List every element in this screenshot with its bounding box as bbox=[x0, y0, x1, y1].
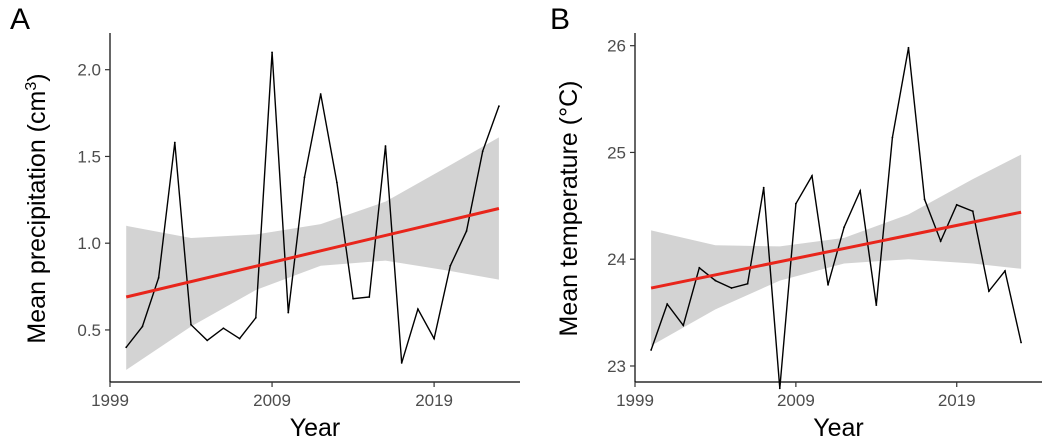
data-point bbox=[157, 277, 160, 279]
data-point bbox=[319, 93, 322, 95]
y-tick-label: 2.0 bbox=[77, 61, 101, 80]
x-tick-label: 1999 bbox=[91, 391, 129, 410]
data-point bbox=[481, 150, 484, 153]
data-point bbox=[955, 203, 958, 206]
chart-panel-b: 1999 2009 2019 23 24 25 26 B Year Mean temperatur… bbox=[550, 3, 1042, 442]
data-point bbox=[1004, 270, 1006, 272]
data-point bbox=[907, 46, 910, 49]
data-point bbox=[666, 303, 669, 305]
panel-letter: B bbox=[550, 3, 570, 36]
data-point bbox=[762, 186, 765, 189]
y-axis-title: Mean precipitation (cm3) bbox=[23, 73, 51, 343]
data-point bbox=[206, 339, 209, 342]
y-tick-label: 24 bbox=[607, 250, 626, 269]
data-point bbox=[417, 308, 419, 311]
data-point bbox=[794, 202, 797, 205]
y-tick-label: 26 bbox=[607, 37, 626, 56]
panel-letter: A bbox=[10, 3, 30, 36]
y-tick-label: 23 bbox=[607, 357, 626, 376]
data-point bbox=[746, 282, 749, 285]
x-tick-label: 2009 bbox=[777, 391, 815, 410]
x-tick-label: 2009 bbox=[253, 391, 291, 410]
data-point bbox=[714, 279, 717, 282]
x-tick-label: 2019 bbox=[938, 391, 976, 410]
data-point bbox=[827, 283, 829, 286]
data-point bbox=[173, 141, 176, 144]
data-point bbox=[971, 210, 974, 213]
x-axis-title: Year bbox=[290, 414, 341, 442]
data-point bbox=[843, 226, 846, 229]
data-point bbox=[650, 349, 652, 351]
data-point bbox=[271, 51, 273, 54]
chart-panel-a: 1999 2009 2019 0.5 1.0 1.5 2.0 A Year Mean precip… bbox=[10, 3, 520, 442]
trend-line bbox=[125, 207, 500, 299]
data-point bbox=[698, 266, 701, 269]
data-point bbox=[811, 175, 813, 177]
data-point bbox=[730, 287, 733, 289]
data-point bbox=[923, 198, 926, 201]
data-point bbox=[778, 387, 781, 390]
data-point bbox=[125, 346, 128, 349]
series-line bbox=[650, 47, 1022, 389]
data-point bbox=[141, 325, 144, 328]
data-point bbox=[988, 290, 990, 293]
data-point bbox=[449, 264, 452, 267]
data-point bbox=[891, 136, 894, 139]
y-tick-label: 1.0 bbox=[77, 234, 101, 253]
data-point bbox=[400, 362, 403, 364]
x-axis-title: Year bbox=[813, 414, 864, 442]
data-point bbox=[682, 324, 685, 327]
data-point bbox=[238, 337, 241, 340]
data-point bbox=[335, 181, 338, 184]
y-axis-title: Mean temperature (°C) bbox=[555, 81, 583, 337]
y-tick-label: 25 bbox=[607, 143, 626, 162]
data-point bbox=[433, 337, 436, 340]
data-point bbox=[465, 230, 468, 232]
data-point bbox=[352, 297, 354, 300]
data-point bbox=[368, 296, 371, 298]
data-point bbox=[222, 327, 225, 330]
y-tick-label: 0.5 bbox=[77, 321, 101, 340]
data-point bbox=[1020, 341, 1022, 344]
data-point bbox=[254, 316, 257, 319]
x-tick-label: 2019 bbox=[415, 391, 453, 410]
data-point bbox=[859, 189, 862, 192]
data-point bbox=[939, 240, 942, 242]
data-point bbox=[875, 304, 878, 307]
series-line bbox=[125, 52, 500, 364]
x-tick-label: 1999 bbox=[616, 391, 654, 410]
data-point bbox=[303, 176, 306, 179]
data-point bbox=[287, 311, 290, 314]
y-tick-label: 1.5 bbox=[77, 147, 101, 166]
trend-line bbox=[650, 210, 1022, 290]
data-point bbox=[384, 145, 387, 147]
data-point bbox=[498, 105, 500, 108]
data-point bbox=[190, 323, 192, 326]
